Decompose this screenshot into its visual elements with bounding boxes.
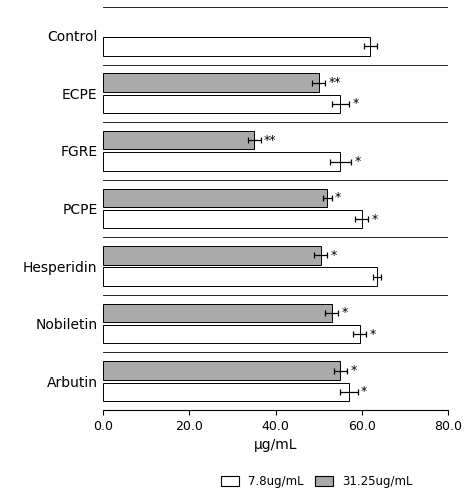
Bar (103, 188, 327, 207)
Text: *: * (350, 364, 356, 377)
Bar (103, 210, 362, 229)
Text: *: * (352, 98, 359, 110)
Bar (103, 131, 254, 150)
X-axis label: μg/mL: μg/mL (254, 438, 297, 452)
Bar (103, 304, 332, 322)
Bar (103, 325, 360, 344)
Text: *: * (355, 155, 361, 168)
Text: *: * (335, 192, 341, 204)
Text: *: * (361, 386, 367, 398)
Bar (103, 246, 321, 264)
Text: **: ** (329, 76, 341, 89)
Text: *: * (372, 212, 378, 226)
Bar (103, 362, 340, 380)
Bar (103, 95, 340, 113)
Text: *: * (331, 249, 337, 262)
Text: **: ** (264, 134, 277, 146)
Text: *: * (370, 328, 376, 341)
Bar (103, 37, 371, 56)
Bar (103, 74, 319, 92)
Bar (103, 152, 340, 171)
Bar (103, 268, 377, 286)
Text: *: * (341, 306, 348, 320)
Bar (103, 382, 349, 401)
Legend: 7.8ug/mL, 31.25ug/mL: 7.8ug/mL, 31.25ug/mL (216, 470, 418, 493)
